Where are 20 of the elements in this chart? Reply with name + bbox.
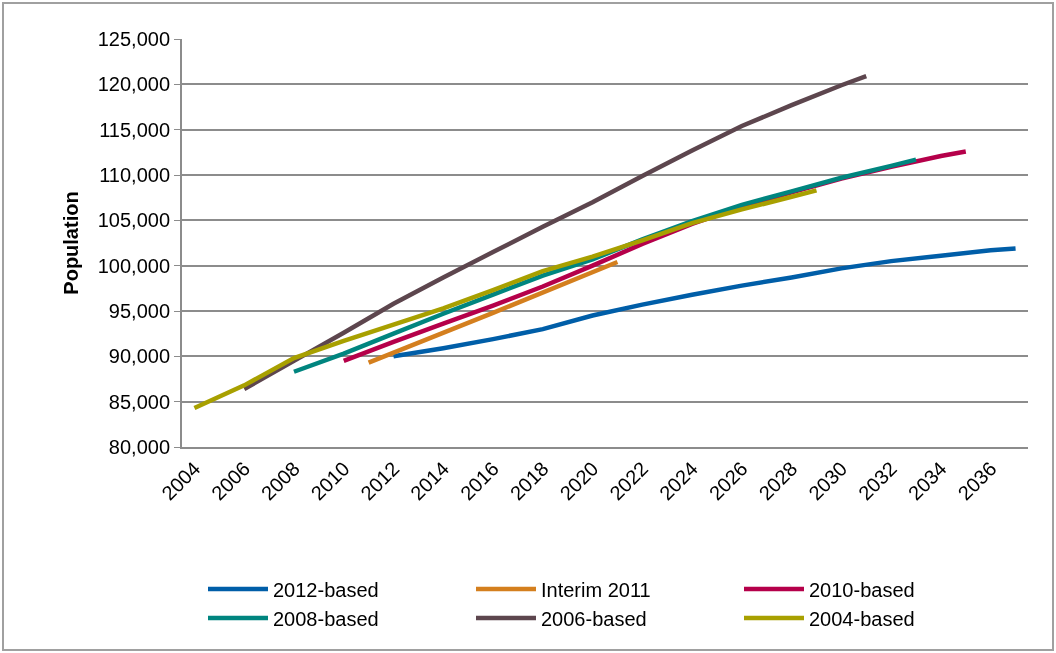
legend-label: 2004-based: [809, 607, 915, 630]
y-tick-label: 120,000: [97, 73, 170, 96]
y-tick-label: 105,000: [97, 209, 170, 232]
legend-label: 2010-based: [809, 578, 915, 601]
y-tick-label: 95,000: [108, 300, 170, 322]
y-tick-label: 110,000: [99, 164, 170, 186]
y-tick-label: 125,000: [97, 28, 170, 50]
line-series: [192, 188, 819, 411]
y-tick-label: 100,000: [97, 254, 170, 277]
y-tick-label: 90,000: [108, 345, 170, 368]
legend-label: 2006-based: [541, 607, 647, 630]
y-tick-label: 115,000: [99, 118, 170, 141]
legend-label: 2008-based: [273, 607, 379, 630]
y-tick-label: 80,000: [108, 436, 170, 458]
y-tick-label: 85,000: [108, 390, 170, 413]
legend-label: 2012-based: [273, 578, 379, 601]
line-series: [241, 73, 869, 392]
line-series: [391, 246, 1018, 359]
y-axis-title: Population: [59, 191, 82, 295]
legend-label: Interim 2011: [541, 578, 651, 601]
